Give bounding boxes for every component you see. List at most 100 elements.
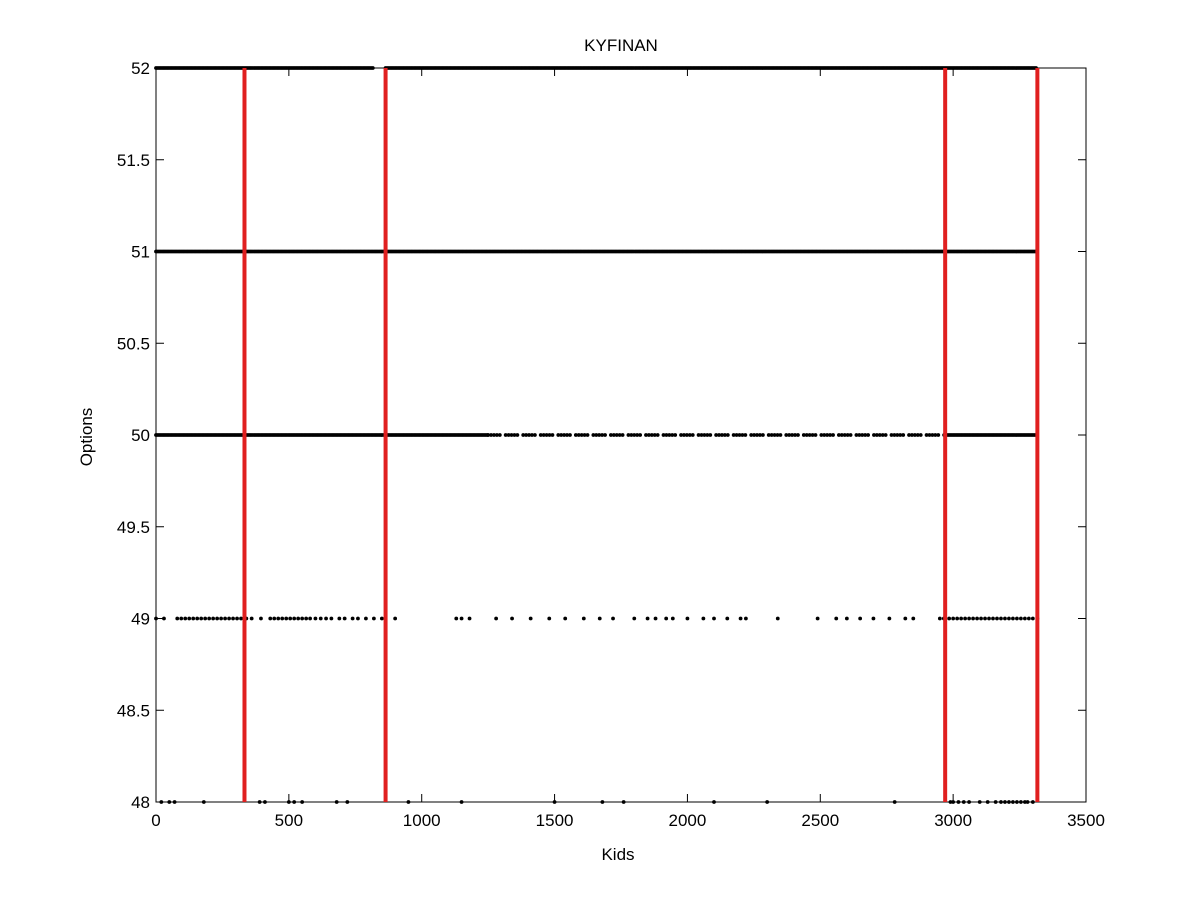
data-point	[494, 616, 499, 621]
data-point	[959, 616, 964, 621]
data-point	[947, 616, 952, 621]
data-point	[999, 616, 1003, 621]
data-point	[725, 433, 730, 437]
data-point	[1022, 800, 1027, 804]
data-point	[350, 616, 355, 621]
data-point	[207, 616, 212, 621]
data-point	[371, 616, 376, 621]
data-point	[1011, 616, 1015, 621]
data-point	[766, 433, 771, 437]
chart-title: KYFINAN	[584, 36, 658, 55]
data-point	[801, 433, 806, 437]
data-point	[552, 800, 557, 804]
data-point	[600, 800, 605, 804]
data-point	[740, 433, 745, 437]
data-point	[743, 433, 748, 437]
data-point	[927, 433, 932, 437]
data-point	[603, 433, 607, 437]
data-point	[731, 433, 736, 437]
data-point	[547, 433, 552, 437]
data-point	[793, 433, 797, 437]
data-point	[179, 616, 184, 621]
data-point	[819, 433, 824, 437]
data-point	[1019, 800, 1023, 804]
data-point	[839, 433, 844, 437]
data-point	[284, 616, 289, 621]
data-point	[334, 800, 339, 804]
data-point	[910, 433, 914, 437]
data-point	[300, 616, 305, 621]
data-point	[993, 800, 998, 804]
data-point	[796, 433, 800, 437]
data-point	[702, 433, 707, 437]
data-point	[620, 433, 625, 437]
data-point	[1007, 616, 1011, 621]
data-point	[318, 616, 323, 621]
y-tick-label: 48	[131, 793, 150, 812]
data-point	[898, 433, 903, 437]
data-point	[912, 433, 917, 437]
data-point	[977, 800, 982, 804]
data-point	[162, 616, 166, 621]
data-point	[679, 433, 683, 437]
x-axis-label: Kids	[601, 845, 634, 864]
data-point	[356, 616, 360, 621]
data-point	[983, 616, 987, 621]
data-point	[1015, 616, 1019, 621]
data-point	[235, 616, 239, 621]
x-tick-label: 2000	[669, 811, 707, 830]
data-point	[848, 433, 853, 437]
data-point	[581, 616, 586, 621]
data-point	[758, 433, 762, 437]
data-point	[280, 616, 285, 621]
data-point	[300, 800, 305, 804]
data-point	[1011, 800, 1015, 804]
data-point	[544, 433, 549, 437]
data-point	[585, 433, 590, 437]
data-point	[963, 616, 967, 621]
y-tick-label: 49.5	[117, 518, 150, 537]
data-point	[857, 433, 862, 437]
y-axis-label: Options	[77, 408, 96, 467]
data-point	[644, 433, 648, 437]
data-point	[167, 800, 172, 804]
y-tick-label: 50.5	[117, 334, 150, 353]
data-point	[276, 616, 281, 621]
data-point	[454, 616, 459, 621]
data-point	[195, 616, 200, 621]
data-point	[268, 616, 273, 621]
data-point	[609, 433, 613, 437]
data-point	[1026, 616, 1031, 621]
data-point	[701, 616, 706, 621]
data-point	[883, 433, 888, 437]
y-tick-label: 49	[131, 610, 150, 629]
data-point	[211, 616, 216, 621]
data-point	[512, 433, 517, 437]
data-point	[690, 433, 695, 437]
data-point	[652, 433, 657, 437]
data-point	[924, 433, 929, 437]
data-point	[685, 616, 690, 621]
data-point	[203, 616, 208, 621]
data-point	[858, 616, 863, 621]
data-point	[541, 433, 546, 437]
data-point	[844, 616, 849, 621]
data-point	[547, 616, 552, 621]
data-point	[778, 433, 783, 437]
data-point	[576, 433, 581, 437]
data-point	[872, 433, 876, 437]
data-point	[1030, 800, 1035, 804]
data-point	[717, 433, 721, 437]
x-tick-label: 2500	[801, 811, 839, 830]
data-point	[975, 616, 979, 621]
data-point	[582, 433, 587, 437]
data-point	[765, 800, 770, 804]
data-point	[825, 433, 830, 437]
data-point	[874, 433, 879, 437]
data-point	[901, 433, 906, 437]
data-point	[667, 433, 672, 437]
data-point	[562, 433, 567, 437]
data-point	[749, 433, 754, 437]
data-point	[393, 616, 398, 621]
data-point	[538, 433, 543, 437]
